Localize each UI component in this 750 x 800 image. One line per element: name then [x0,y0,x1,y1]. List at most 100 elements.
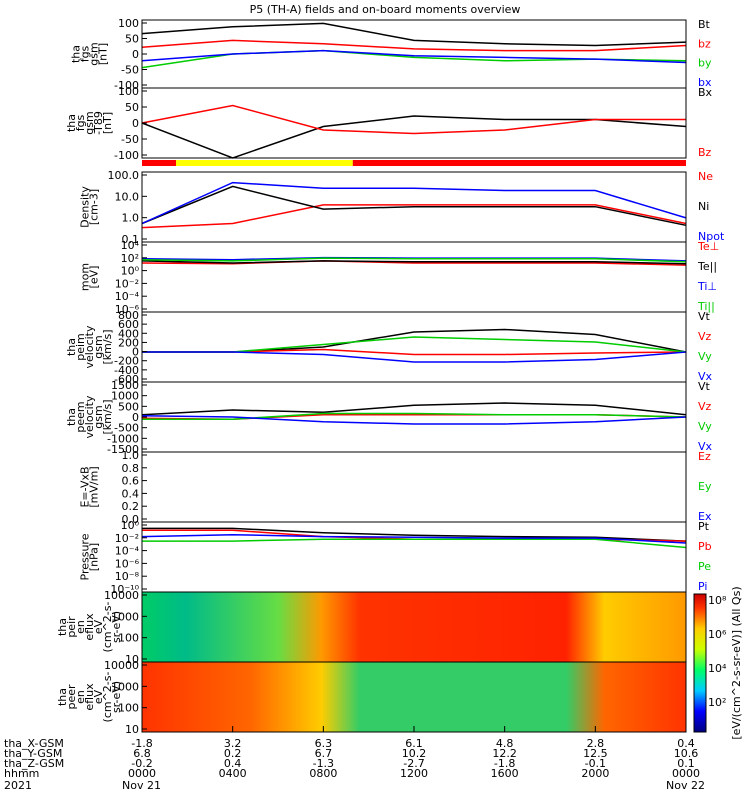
legend-efield-2: Ex [698,510,712,523]
series-peem_vel-0 [141,402,687,416]
mode-segment-1 [176,160,353,166]
ytick-label-fgs_dev-1: 50 [125,101,139,114]
ytick-label-efield-2: 0.6 [122,475,140,488]
ylabel-line: en [74,690,87,704]
ytick-label-peem_vel-1: 1000 [111,390,139,403]
ylabel-line: peim [74,333,87,361]
series-fgs_gsm-0 [141,22,687,47]
ytick-label-pressure-5: 10⁻¹⁰ [110,583,139,596]
ytick-label-temp-5: 10⁻⁶ [115,303,140,316]
ylabel-line: -T89 [92,111,105,135]
spectrogram-peir_eflux [142,592,686,662]
ylabel-temp: mom[eV] [79,263,101,291]
ytick-label-temp-3: 10⁻² [115,277,139,290]
ylabel-line: [km/s] [101,329,114,364]
panel-frame-peim_vel [141,311,687,383]
ytick-label-pressure-2: 10⁻⁴ [115,545,140,558]
ytick-label-density-3: 0.1 [122,233,140,246]
ytick-label-peim_vel-6: -400 [114,364,139,377]
legend-temp-3: Ti|| [697,300,715,313]
xrow-label-2: tha_Z-GSM [4,757,64,770]
colorbar-tick-1: 10⁶ [708,628,727,641]
ylabel-line: (cm^2-s- [101,672,114,723]
ylabel-line: [nPa] [88,543,101,571]
xrow-value-1-5: 12.5 [583,747,608,760]
ylabel-line: [eV] [88,266,101,289]
legend-pressure-0: Pt [698,520,710,533]
ytick-label-fgs_gsm-3: -50 [121,64,139,77]
ylabel-density: Density[cm-3] [79,186,101,228]
ytick-label-peem_vel-5: -1000 [107,432,139,445]
ytick-label-fgs_dev-4: -100 [114,149,139,162]
ylabel-peem_vel: thapeemvelocitygsm[km/s] [65,395,114,438]
legend-fgs_dev-0: Bx [698,86,713,99]
legend-peem_vel-1: Vz [698,400,712,413]
ytick-label-temp-2: 10⁰ [121,265,140,278]
xrow-value-1-0: 6.8 [133,747,151,760]
panel-frame-efield [141,451,687,523]
ylabel-line: tha [70,45,83,63]
ytick-label-temp-1: 10² [121,252,139,265]
series-density-0 [141,204,687,229]
legend-temp-2: Ti⊥ [697,280,717,293]
xrow-value-2-3: -2.7 [403,757,424,770]
ytick-label-peim_vel-3: 200 [118,336,139,349]
ylabel-line: mom [79,263,92,291]
ytick-label-fgs_gsm-4: -100 [114,79,139,92]
xrow-label-1: tha_Y-GSM [4,747,62,760]
ylabel-line: (cm^2-s- [101,602,114,653]
series-fgs_dev-0 [141,115,687,159]
ylabel-line: fgs [74,114,87,131]
ytick-label-peir_eflux-3: 10 [125,653,139,666]
ytick-label-peem_vel-6: -1500 [107,443,139,456]
colorbar-tick-2: 10⁴ [708,662,727,675]
xrow-value-1-6: 10.6 [674,747,699,760]
ytick-label-peem_vel-3: 0 [132,411,139,424]
series-temp-3 [141,257,687,263]
legend-density-2: Npot [698,230,725,243]
ylabel-line: peer [65,684,78,710]
legend-efield-0: Ez [698,450,711,463]
xrow-label-0: tha_X-GSM [4,737,64,750]
xrow-value-3-2: 0800 [309,767,337,780]
ytick-label-peer_eflux-1: 1000 [111,680,139,693]
ytick-label-peem_vel-2: 500 [118,400,139,413]
ylabel-line: velocity [83,395,96,438]
series-fgs_dev-1 [141,104,686,135]
ytick-label-density-2: 1.0 [122,212,140,225]
ylabel-pressure: Pressure[nPa] [79,533,101,580]
xrow-value-1-1: 0.2 [224,747,242,760]
xrow-value-3-0: 0000 [128,767,156,780]
ylabel-peim_vel: thapeimvelocitygsm[km/s] [65,325,114,368]
x-year: 2021 [4,779,32,792]
series-density-1 [141,185,687,227]
ytick-label-fgs_gsm-2: 0 [132,48,139,61]
ytick-label-density-1: 10.0 [115,190,140,203]
ytick-label-peem_vel-4: -500 [114,422,139,435]
ytick-label-efield-1: 0.8 [122,462,140,475]
ylabel-line: tha [65,338,78,356]
xrow-value-2-4: -1.8 [494,757,515,770]
ylabel-line: [mV/m] [88,466,101,507]
ylabel-line: velocity [83,325,96,368]
ylabel-line: fgs [79,45,92,62]
ylabel-line: gsm [83,111,96,134]
ytick-label-temp-4: 10⁻⁴ [115,290,140,303]
legend-fgs_gsm-1: bz [698,37,711,50]
series-peim_vel-3 [142,351,687,363]
ytick-label-peir_eflux-0: 10000 [104,589,139,602]
ylabel-line: eflux [83,683,96,711]
legend-peim_vel-3: Vx [698,370,713,383]
ytick-label-peim_vel-1: 600 [118,318,139,331]
ytick-label-fgs_dev-0: 100 [118,85,139,98]
ytick-label-peir_eflux-2: 100 [118,632,139,645]
ylabel-line: gsm [88,42,101,65]
xrow-value-0-4: 4.8 [496,737,514,750]
panel-frame-temp [141,241,687,313]
legend-temp-1: Te|| [697,260,717,273]
xrow-value-2-2: -1.3 [313,757,334,770]
series-peem_vel-2 [142,412,687,421]
ylabel-line: sr-eV) [110,681,123,713]
legend-fgs_dev-1: Bz [698,146,712,159]
